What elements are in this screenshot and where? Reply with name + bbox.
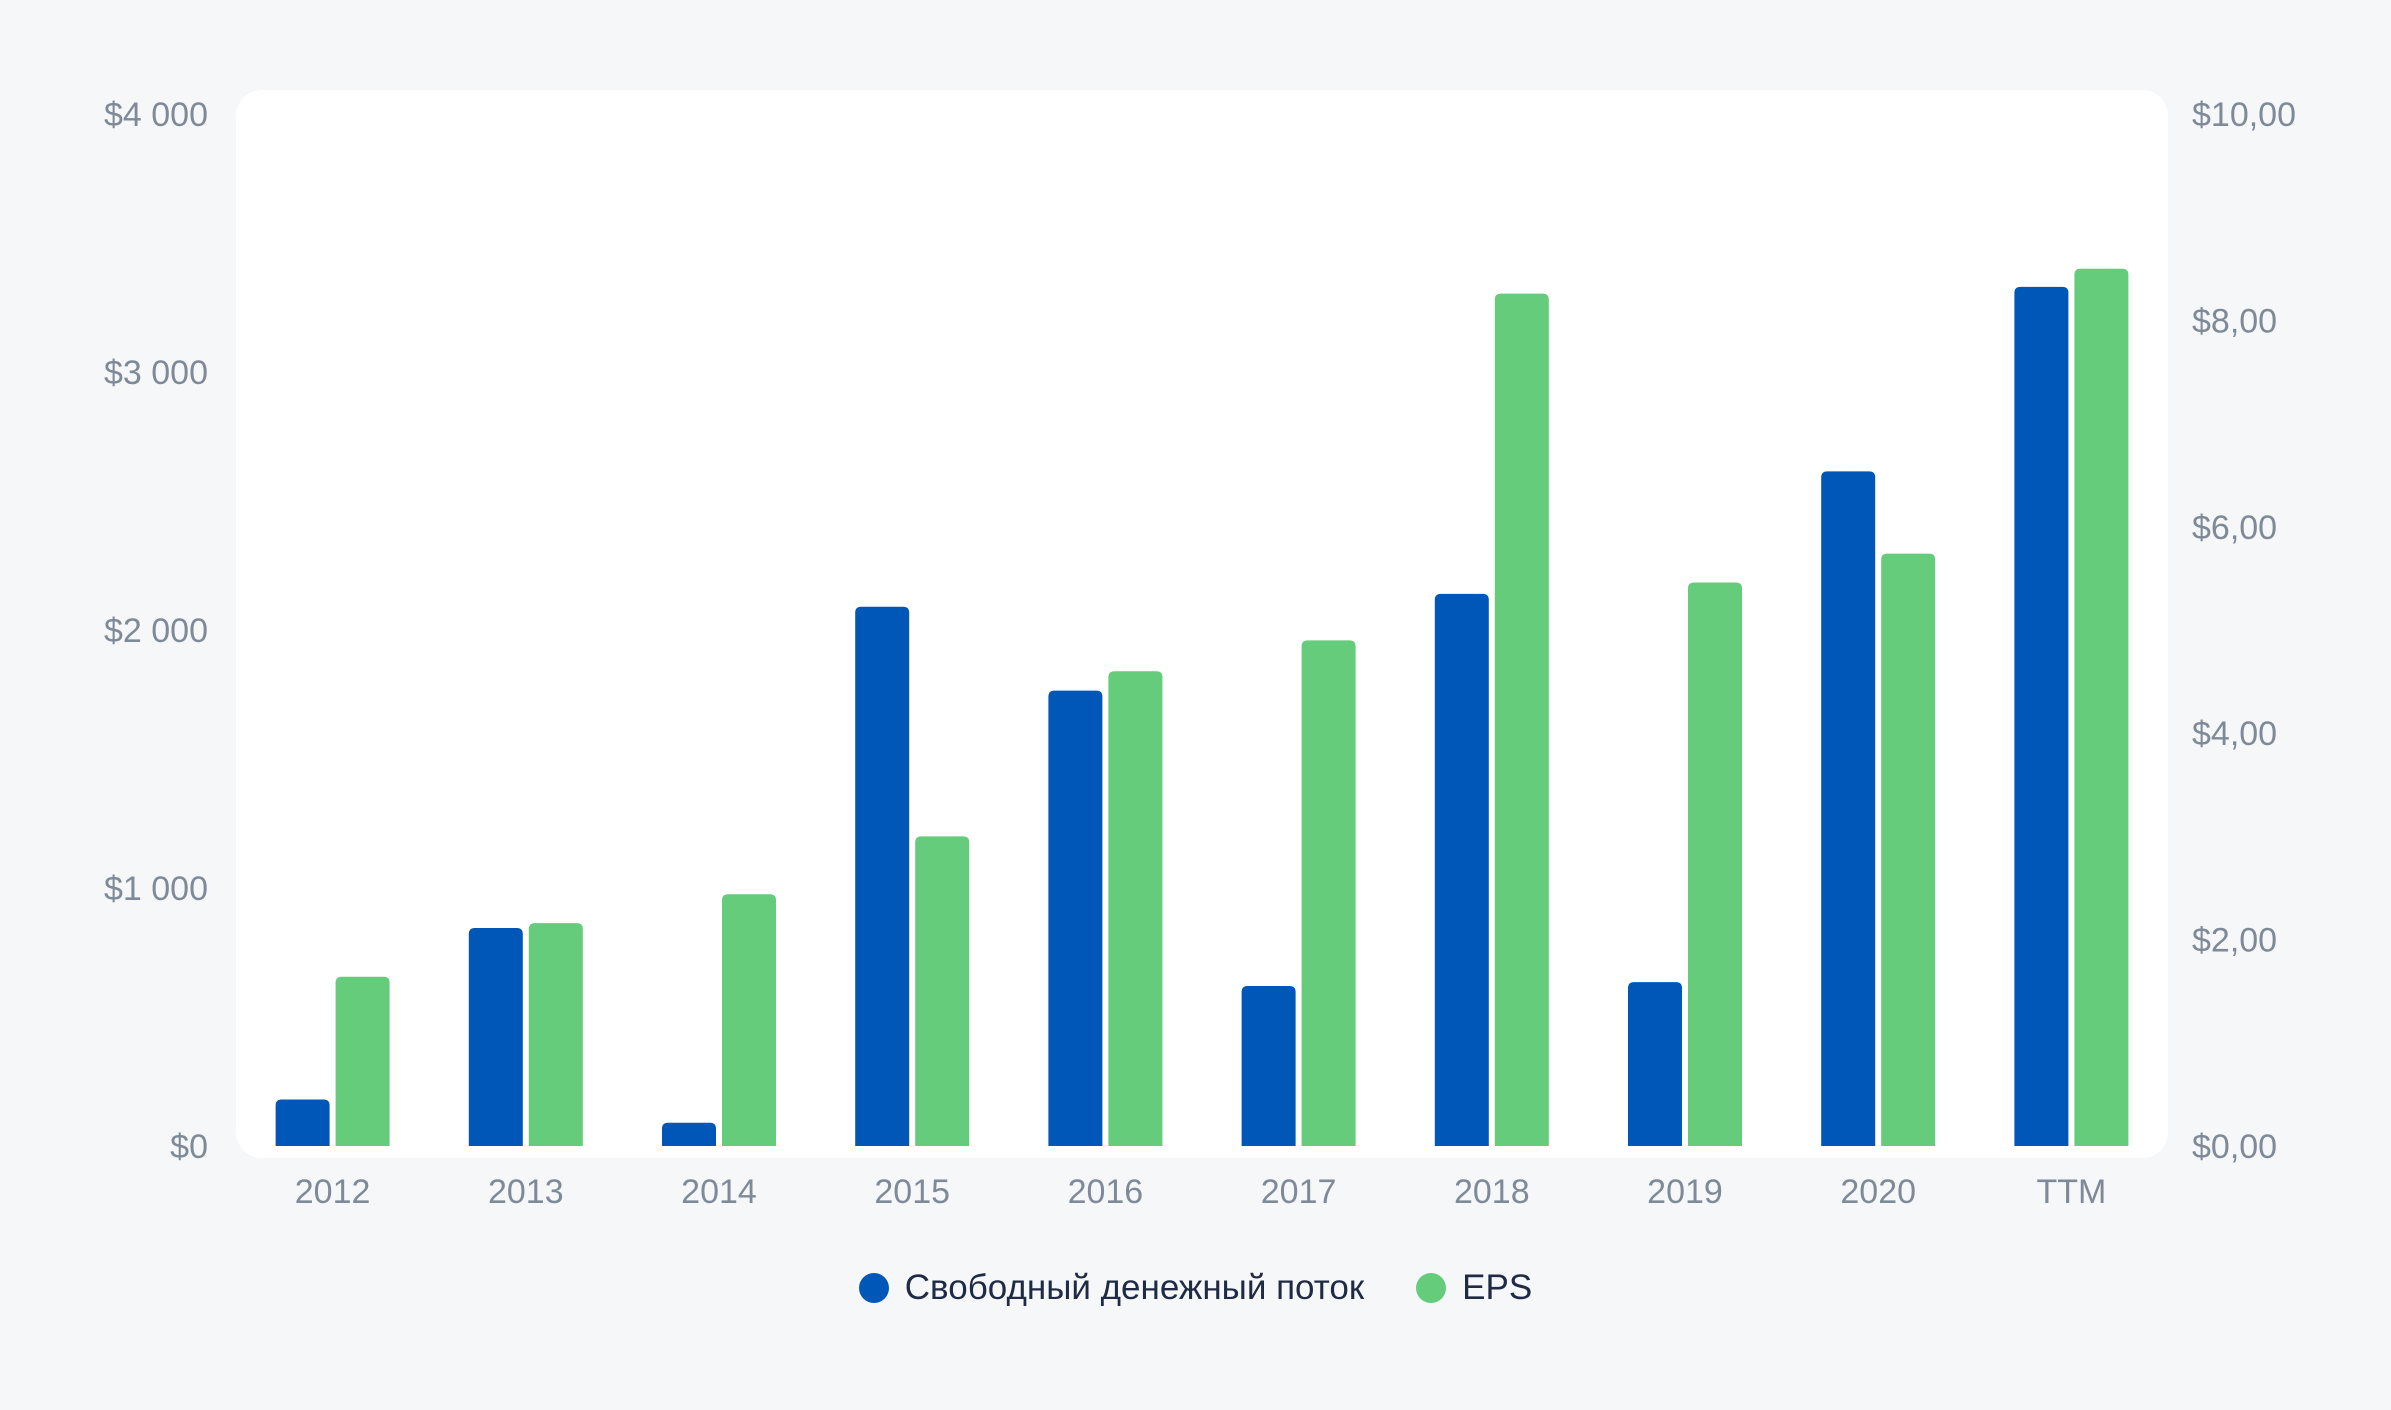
left-axis-tick-label: $0 xyxy=(170,1128,208,1166)
left-axis-tick-label: $4 000 xyxy=(104,96,208,134)
bar-free-cash-flow xyxy=(662,1122,716,1146)
bar-eps xyxy=(722,894,776,1146)
legend: Свободный денежный поток EPS xyxy=(0,1268,2391,1308)
x-axis-tick-label: 2012 xyxy=(295,1173,371,1211)
legend-label-eps: EPS xyxy=(1462,1268,1533,1307)
bar-eps xyxy=(1688,582,1742,1146)
legend-label-free-cash-flow: Свободный денежный поток xyxy=(904,1268,1365,1307)
left-axis-ticks: $0 $1 000 $2 000 $3 000 $4 000 xyxy=(104,96,208,1166)
right-axis-tick-label: $6,00 xyxy=(2192,509,2277,547)
right-axis-tick-label: $10,00 xyxy=(2192,96,2296,134)
right-axis-tick-label: $2,00 xyxy=(2192,922,2277,960)
plot-area-background xyxy=(236,90,2168,1158)
bar-free-cash-flow xyxy=(1628,982,1682,1146)
legend-swatch-eps xyxy=(1416,1273,1447,1303)
left-axis-tick-label: $1 000 xyxy=(104,870,208,908)
bars-group xyxy=(275,268,2129,1147)
x-axis-ticks: 2012 2013 2014 2015 2016 2017 2018 2019 2020 TTM xyxy=(295,1173,2107,1211)
x-axis-tick-label: 2020 xyxy=(1840,1173,1916,1211)
x-axis-tick-label: 2016 xyxy=(1068,1173,1144,1211)
x-axis-tick-label: 2014 xyxy=(681,1173,757,1211)
bar-free-cash-flow xyxy=(2014,286,2069,1146)
x-axis-tick-label: 2019 xyxy=(1647,1173,1723,1211)
bar-eps xyxy=(1881,553,1936,1146)
right-axis-tick-label: $8,00 xyxy=(2192,302,2277,340)
x-axis-tick-label: 2013 xyxy=(488,1173,564,1211)
bar-free-cash-flow xyxy=(275,1099,330,1146)
bar-free-cash-flow xyxy=(468,927,523,1146)
bar-eps xyxy=(1301,640,1356,1146)
bar-free-cash-flow xyxy=(1241,986,1296,1146)
left-axis-tick-label: $3 000 xyxy=(104,354,208,392)
right-axis-tick-label: $4,00 xyxy=(2192,715,2277,753)
x-axis-tick-label: 2017 xyxy=(1261,1173,1337,1211)
bar-eps xyxy=(2074,268,2129,1146)
bar-eps xyxy=(1108,671,1163,1146)
left-axis-tick-label: $2 000 xyxy=(104,612,208,650)
bar-eps xyxy=(915,836,970,1146)
bar-eps xyxy=(1494,293,1549,1146)
legend-item-eps: EPS xyxy=(1416,1268,1532,1308)
bar-free-cash-flow xyxy=(1434,593,1489,1146)
bar-free-cash-flow xyxy=(1048,690,1103,1146)
bar-free-cash-flow xyxy=(1821,471,1876,1147)
right-axis-tick-label: $0,00 xyxy=(2192,1128,2277,1166)
x-axis-tick-label: 2018 xyxy=(1454,1173,1530,1211)
bar-eps xyxy=(335,976,390,1146)
x-axis-tick-label: TTM xyxy=(2036,1173,2106,1211)
x-axis-tick-label: 2015 xyxy=(874,1173,950,1211)
right-axis-ticks: $0,00 $2,00 $4,00 $6,00 $8,00 $10,00 xyxy=(2192,96,2296,1166)
bar-free-cash-flow xyxy=(855,606,910,1146)
bar-eps xyxy=(528,923,583,1146)
legend-item-free-cash-flow: Свободный денежный поток xyxy=(858,1268,1365,1308)
legend-swatch-free-cash-flow xyxy=(858,1273,889,1303)
